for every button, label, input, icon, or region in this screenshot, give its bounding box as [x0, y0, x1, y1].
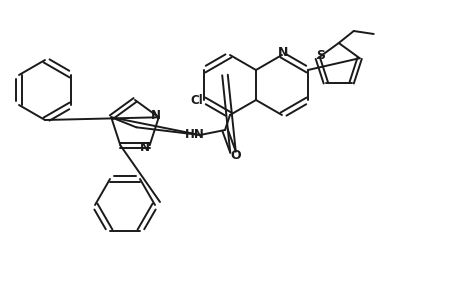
- Text: O: O: [230, 148, 241, 161]
- Text: N: N: [140, 141, 149, 154]
- Text: N: N: [277, 46, 287, 59]
- Text: HN: HN: [185, 128, 205, 140]
- Text: Cl: Cl: [190, 94, 203, 106]
- Text: S: S: [316, 49, 325, 62]
- Text: N: N: [151, 109, 161, 122]
